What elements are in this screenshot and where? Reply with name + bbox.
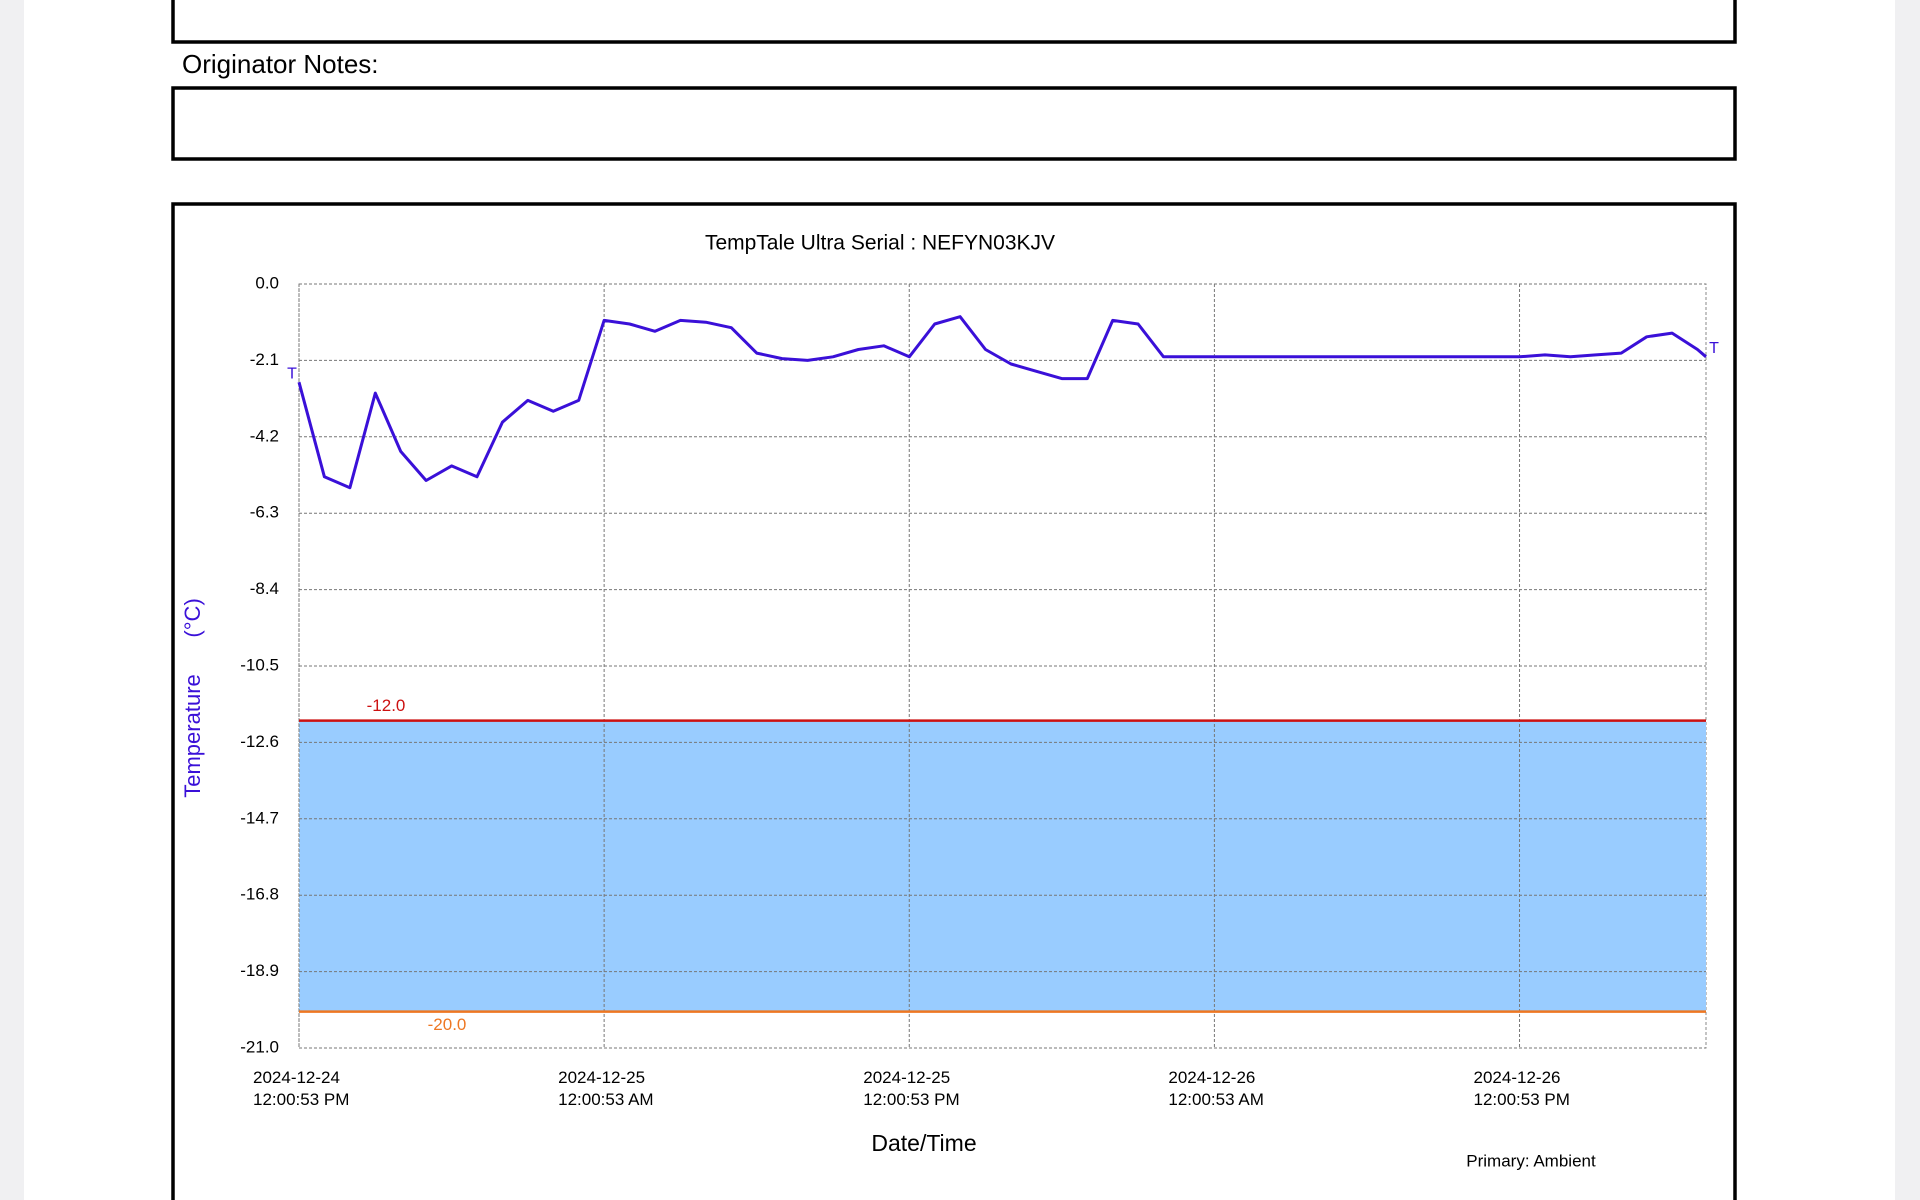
y-tick-label: -8.4: [250, 579, 279, 598]
threshold-label: -20.0: [428, 1015, 467, 1034]
x-tick-label: 2024-12-25 12:00:53 PM: [863, 1068, 959, 1109]
footer: Primary: Ambient: [1466, 1151, 1596, 1170]
y-tick-label: -12.6: [240, 732, 279, 751]
y-tick-label: -21.0: [240, 1037, 279, 1056]
y-tick-label: -6.3: [250, 503, 279, 522]
end-marker: T: [1709, 340, 1719, 357]
notes-label: Originator Notes:: [182, 49, 379, 79]
x-tick-label: 2024-12-24 12:00:53 PM: [253, 1068, 349, 1109]
paper: [24, 0, 1895, 1200]
start-marker: T: [287, 365, 297, 382]
x-tick-label: 2024-12-26 12:00:53 PM: [1474, 1068, 1570, 1109]
y-tick-label: -16.8: [240, 885, 279, 904]
y-tick-label: -10.5: [240, 655, 279, 674]
chart-title: TempTale Ultra Serial : NEFYN03KJV: [705, 232, 1055, 255]
x-tick-label: 2024-12-25 12:00:53 AM: [558, 1068, 653, 1109]
x-axis-label: Date/Time: [871, 1130, 976, 1156]
y-tick-label: 0.0: [255, 273, 279, 292]
y-tick-label: -14.7: [240, 808, 279, 827]
top-box: [171, 0, 1737, 44]
threshold-label: -12.0: [367, 696, 406, 715]
y-tick-label: -2.1: [250, 350, 279, 369]
safe-band: [299, 720, 1706, 1012]
notes-box: [171, 86, 1737, 161]
y-axis-label: Temperature (°C): [180, 598, 205, 798]
y-tick-label: -4.2: [250, 426, 279, 445]
y-tick-label: -18.9: [240, 961, 279, 980]
chart-box: [171, 202, 1737, 1200]
temperature-line: [297, 315, 1707, 490]
x-tick-label: 2024-12-26 12:00:53 AM: [1168, 1068, 1263, 1109]
